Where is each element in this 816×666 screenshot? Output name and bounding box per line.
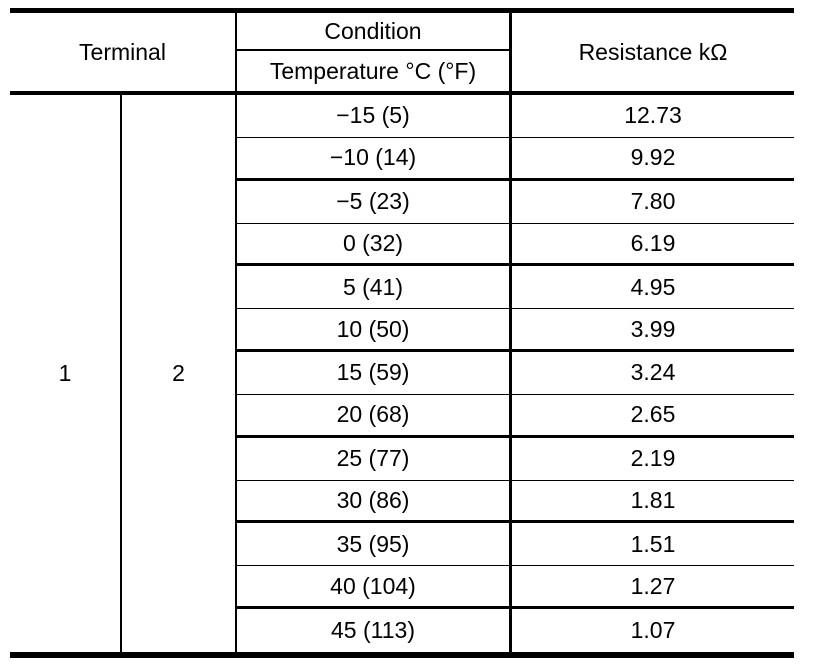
temperature-cell: −10 (14) (237, 137, 512, 181)
resistance-cell: 4.95 (512, 266, 794, 310)
condition-header-label: Condition (324, 17, 422, 44)
temperature-cell: 0 (32) (237, 223, 512, 267)
temperature-cell: 25 (77) (237, 437, 512, 481)
terminal-1-cell: 1 (10, 95, 122, 652)
terminal-header-label: Terminal (79, 38, 166, 65)
temperature-cell: −5 (23) (237, 180, 512, 224)
resistance-cell: 1.27 (512, 566, 794, 610)
resistance-cell: 7.80 (512, 181, 794, 224)
resistance-cell: 1.07 (630, 617, 676, 644)
temperature-cell: 45 (113) (237, 609, 512, 652)
resistance-table: Terminal Condition Resistance kΩ Tempera… (10, 8, 794, 658)
temperature-cell: 20 (68) (237, 394, 512, 438)
resistance-cell: 2.19 (512, 438, 794, 481)
resistance-cell: 1.81 (512, 481, 794, 524)
terminal-1-value: 1 (58, 359, 72, 386)
resistance-header-label: Resistance kΩ (578, 38, 728, 65)
temperature-cell: 10 (50) (237, 309, 512, 353)
temperature-cell: 5 (41) (237, 266, 512, 310)
resistance-cell: 12.73 (512, 95, 794, 138)
terminal-2-value: 2 (172, 359, 185, 386)
temperature-header-label: Temperature °C (°F) (269, 57, 477, 84)
resistance-header-cell: Resistance kΩ (512, 13, 794, 95)
temperature-header-cell: Temperature °C (°F) (237, 51, 512, 95)
temperature-cell: 35 (95) (237, 523, 512, 567)
condition-header-cell: Condition (237, 13, 512, 51)
resistance-cell: 1.51 (512, 523, 794, 567)
temperature-cell: 15 (59) (237, 352, 512, 395)
resistance-cell: 2.65 (512, 395, 794, 438)
resistance-cell: 9.92 (512, 138, 794, 181)
resistance-cell: 3.99 (512, 309, 794, 353)
resistance-cell: 3.24 (512, 352, 794, 395)
temperature-cell: 30 (86) (237, 480, 512, 524)
terminal-header-cell: Terminal (10, 13, 237, 95)
temperature-cell: −15 (5) (237, 95, 512, 138)
terminal-2-cell: 2 (122, 95, 237, 652)
resistance-cell: 6.19 (512, 224, 794, 267)
temperature-cell: 40 (104) (237, 566, 512, 610)
